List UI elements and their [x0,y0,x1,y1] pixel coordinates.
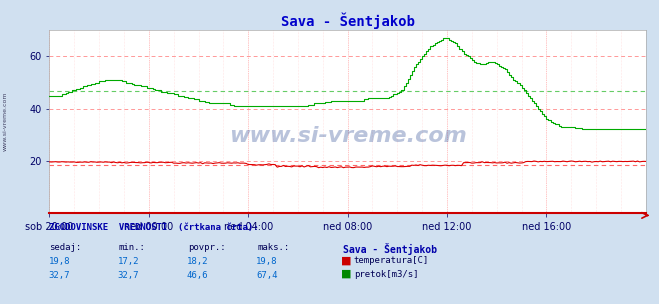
Text: 18,2: 18,2 [187,257,208,266]
Text: ■: ■ [341,255,351,265]
Text: maks.:: maks.: [257,243,289,252]
Text: Sava - Šentjakob: Sava - Šentjakob [343,243,437,255]
Title: Sava - Šentjakob: Sava - Šentjakob [281,13,415,29]
Text: pretok[m3/s]: pretok[m3/s] [354,270,418,279]
Text: 46,6: 46,6 [187,271,208,280]
Text: 67,4: 67,4 [256,271,277,280]
Text: ■: ■ [341,269,351,279]
Text: 32,7: 32,7 [118,271,139,280]
Text: temperatura[C]: temperatura[C] [354,256,429,265]
Text: ZGODOVINSKE  VREDNOSTI  (črtkana črta):: ZGODOVINSKE VREDNOSTI (črtkana črta): [49,223,259,233]
Text: 17,2: 17,2 [118,257,139,266]
Text: 32,7: 32,7 [49,271,70,280]
Text: sedaj:: sedaj: [49,243,82,252]
Text: www.si-vreme.com: www.si-vreme.com [3,92,8,151]
Text: 19,8: 19,8 [49,257,70,266]
Text: povpr.:: povpr.: [188,243,225,252]
Text: 19,8: 19,8 [256,257,277,266]
Text: min.:: min.: [119,243,146,252]
Text: www.si-vreme.com: www.si-vreme.com [229,126,467,146]
